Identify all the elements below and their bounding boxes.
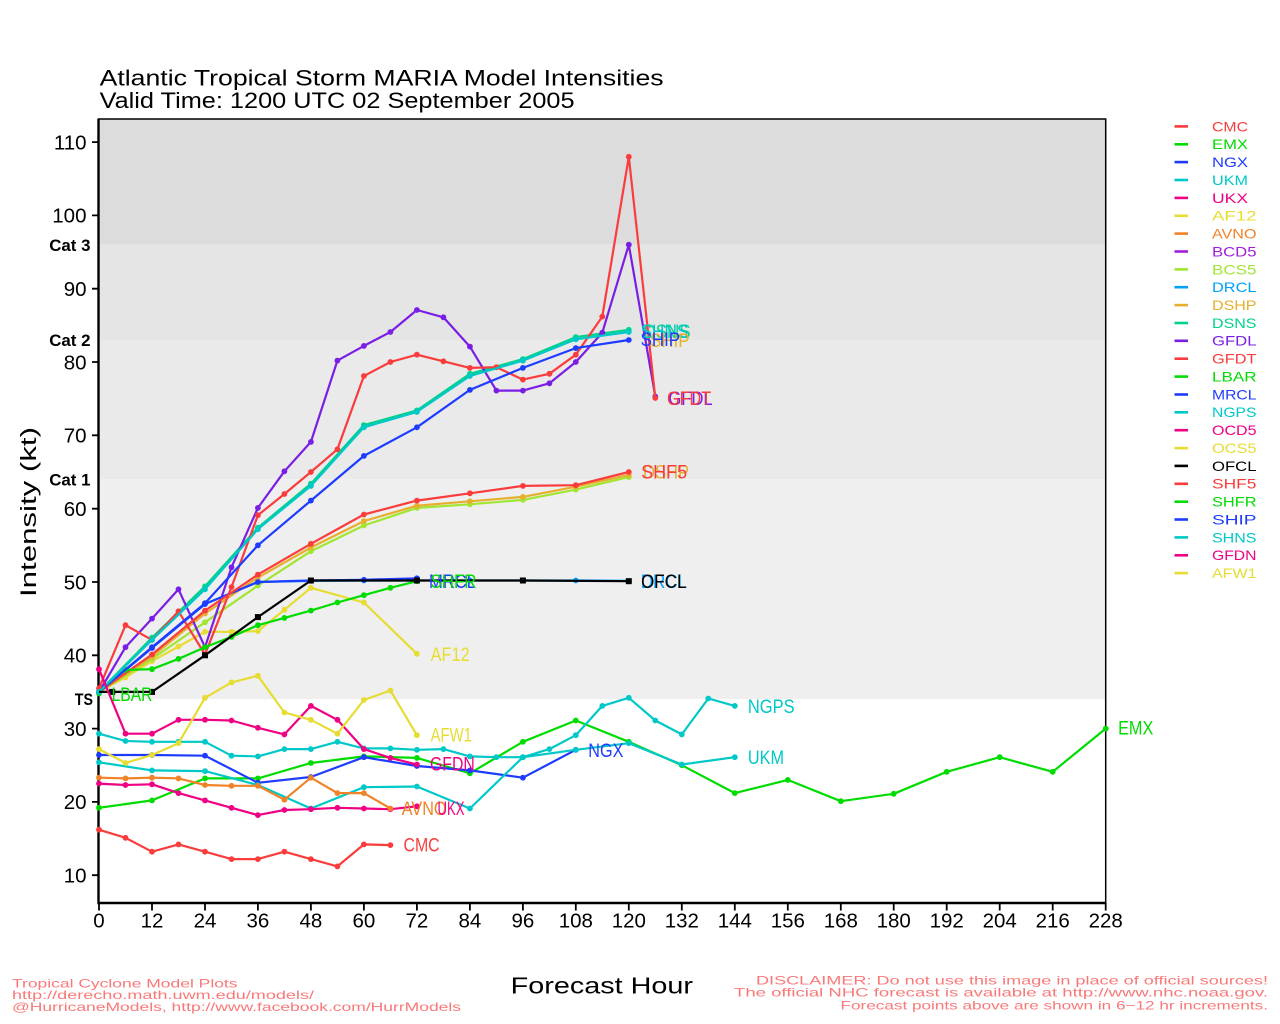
svg-text:GFDT: GFDT [667,389,711,410]
svg-text:40: 40 [64,645,87,668]
svg-text:48: 48 [299,909,322,932]
svg-text:SHF5: SHF5 [1212,477,1257,492]
svg-text:GFDL: GFDL [1212,334,1257,349]
svg-text:UKX: UKX [1212,191,1248,206]
svg-text:MRCL: MRCL [1212,387,1257,402]
svg-text:SHF5: SHF5 [641,462,687,483]
svg-text:@HurricaneModels, http://www.f: @HurricaneModels, http://www.facebook.co… [12,1000,461,1014]
svg-text:MRCL: MRCL [429,572,476,593]
svg-text:Cat 1: Cat 1 [49,471,90,490]
svg-text:70: 70 [64,425,87,448]
svg-text:100: 100 [52,205,86,228]
svg-text:GFDN: GFDN [430,755,475,776]
svg-text:Intensity (kt): Intensity (kt) [16,427,41,597]
svg-text:LBAR: LBAR [1212,370,1257,385]
svg-text:72: 72 [405,909,428,932]
svg-text:OFCL: OFCL [1212,459,1257,474]
svg-text:http://derecho.math.uwm.edu/mo: http://derecho.math.uwm.edu/models/ [12,988,315,1002]
svg-text:228: 228 [1089,909,1123,932]
svg-text:DSNS: DSNS [644,322,691,343]
svg-text:180: 180 [877,909,911,932]
svg-text:90: 90 [64,278,87,301]
svg-text:OFCL: OFCL [641,572,686,593]
svg-text:80: 80 [64,351,87,374]
svg-text:SHFR: SHFR [1212,495,1257,510]
svg-text:192: 192 [930,909,964,932]
svg-text:50: 50 [64,571,87,594]
svg-text:Valid Time: 1200 UTC 02 Septem: Valid Time: 1200 UTC 02 September 2005 [100,88,575,113]
svg-text:Atlantic Tropical Storm MARIA: Atlantic Tropical Storm MARIA Model Inte… [100,65,664,90]
svg-text:0: 0 [93,909,104,932]
svg-text:CMC: CMC [404,835,440,856]
svg-text:24: 24 [194,909,217,932]
svg-text:BCD5: BCD5 [1212,244,1257,259]
svg-text:NGX: NGX [588,741,623,762]
svg-text:10: 10 [64,865,87,888]
svg-text:NGX: NGX [1212,155,1248,170]
svg-text:AFW1: AFW1 [431,726,472,747]
svg-text:110: 110 [54,131,87,154]
svg-text:Tropical Cyclone Model Plots: Tropical Cyclone Model Plots [12,977,238,991]
svg-text:EMX: EMX [1118,718,1153,739]
svg-text:Cat 3: Cat 3 [49,236,90,255]
svg-text:Forecast Hour: Forecast Hour [511,973,694,999]
svg-text:DISCLAIMER: Do not use this im: DISCLAIMER: Do not use this image in pla… [756,974,1268,988]
svg-text:60: 60 [64,498,87,521]
svg-text:156: 156 [771,909,805,932]
svg-text:UKM: UKM [1212,173,1248,188]
svg-text:EMX: EMX [1212,137,1248,152]
svg-text:OCD5: OCD5 [1212,423,1257,438]
svg-text:30: 30 [64,718,87,741]
svg-text:SHIP: SHIP [1212,512,1257,527]
svg-text:AF12: AF12 [431,645,470,666]
svg-text:GFDL: GFDL [669,389,713,410]
svg-text:SHFR: SHFR [431,572,477,593]
svg-text:GFDT: GFDT [1212,352,1257,367]
svg-text:SHNS: SHNS [641,322,689,343]
svg-text:20: 20 [64,791,87,814]
svg-text:AVNO: AVNO [1212,227,1257,242]
svg-text:BCS5: BCS5 [1212,262,1257,277]
svg-text:204: 204 [983,909,1017,932]
svg-text:Cat 2: Cat 2 [49,331,90,350]
svg-text:144: 144 [718,909,752,932]
svg-text:AFW1: AFW1 [1212,566,1257,581]
svg-text:60: 60 [352,909,375,932]
svg-text:OCS5: OCS5 [1212,441,1257,456]
svg-text:SHIP: SHIP [641,330,681,351]
svg-text:DSHP: DSHP [1212,298,1257,313]
svg-text:DSHP: DSHP [643,462,689,483]
svg-text:SHNS: SHNS [1212,530,1257,545]
svg-text:Forecast points above are show: Forecast points above are shown in 6−12 … [841,998,1269,1012]
svg-text:SHIP: SHIP [650,331,690,352]
svg-text:DSNS: DSNS [1212,316,1257,331]
svg-text:120: 120 [612,909,646,932]
svg-text:96: 96 [511,909,534,932]
svg-text:132: 132 [665,909,699,932]
svg-text:UKX: UKX [438,799,465,820]
svg-text:LBAR: LBAR [112,685,153,706]
svg-text:216: 216 [1036,909,1070,932]
svg-text:DRCL: DRCL [1212,280,1257,295]
svg-text:12: 12 [141,909,164,932]
svg-text:84: 84 [458,909,481,932]
svg-text:DRCL: DRCL [641,572,688,593]
svg-text:CMC: CMC [1212,119,1248,134]
svg-text:168: 168 [824,909,858,932]
svg-text:NGPS: NGPS [1212,405,1257,420]
svg-text:UKM: UKM [748,748,784,769]
svg-text:The official NHC forecast is a: The official NHC forecast is available a… [734,986,1268,1000]
svg-text:108: 108 [559,909,593,932]
svg-text:AF12: AF12 [1212,209,1257,224]
svg-text:GFDN: GFDN [1212,548,1257,563]
svg-text:TS: TS [75,690,93,709]
svg-text:AVNO: AVNO [402,799,447,820]
svg-text:36: 36 [246,909,269,932]
svg-text:NGPS: NGPS [748,697,795,718]
